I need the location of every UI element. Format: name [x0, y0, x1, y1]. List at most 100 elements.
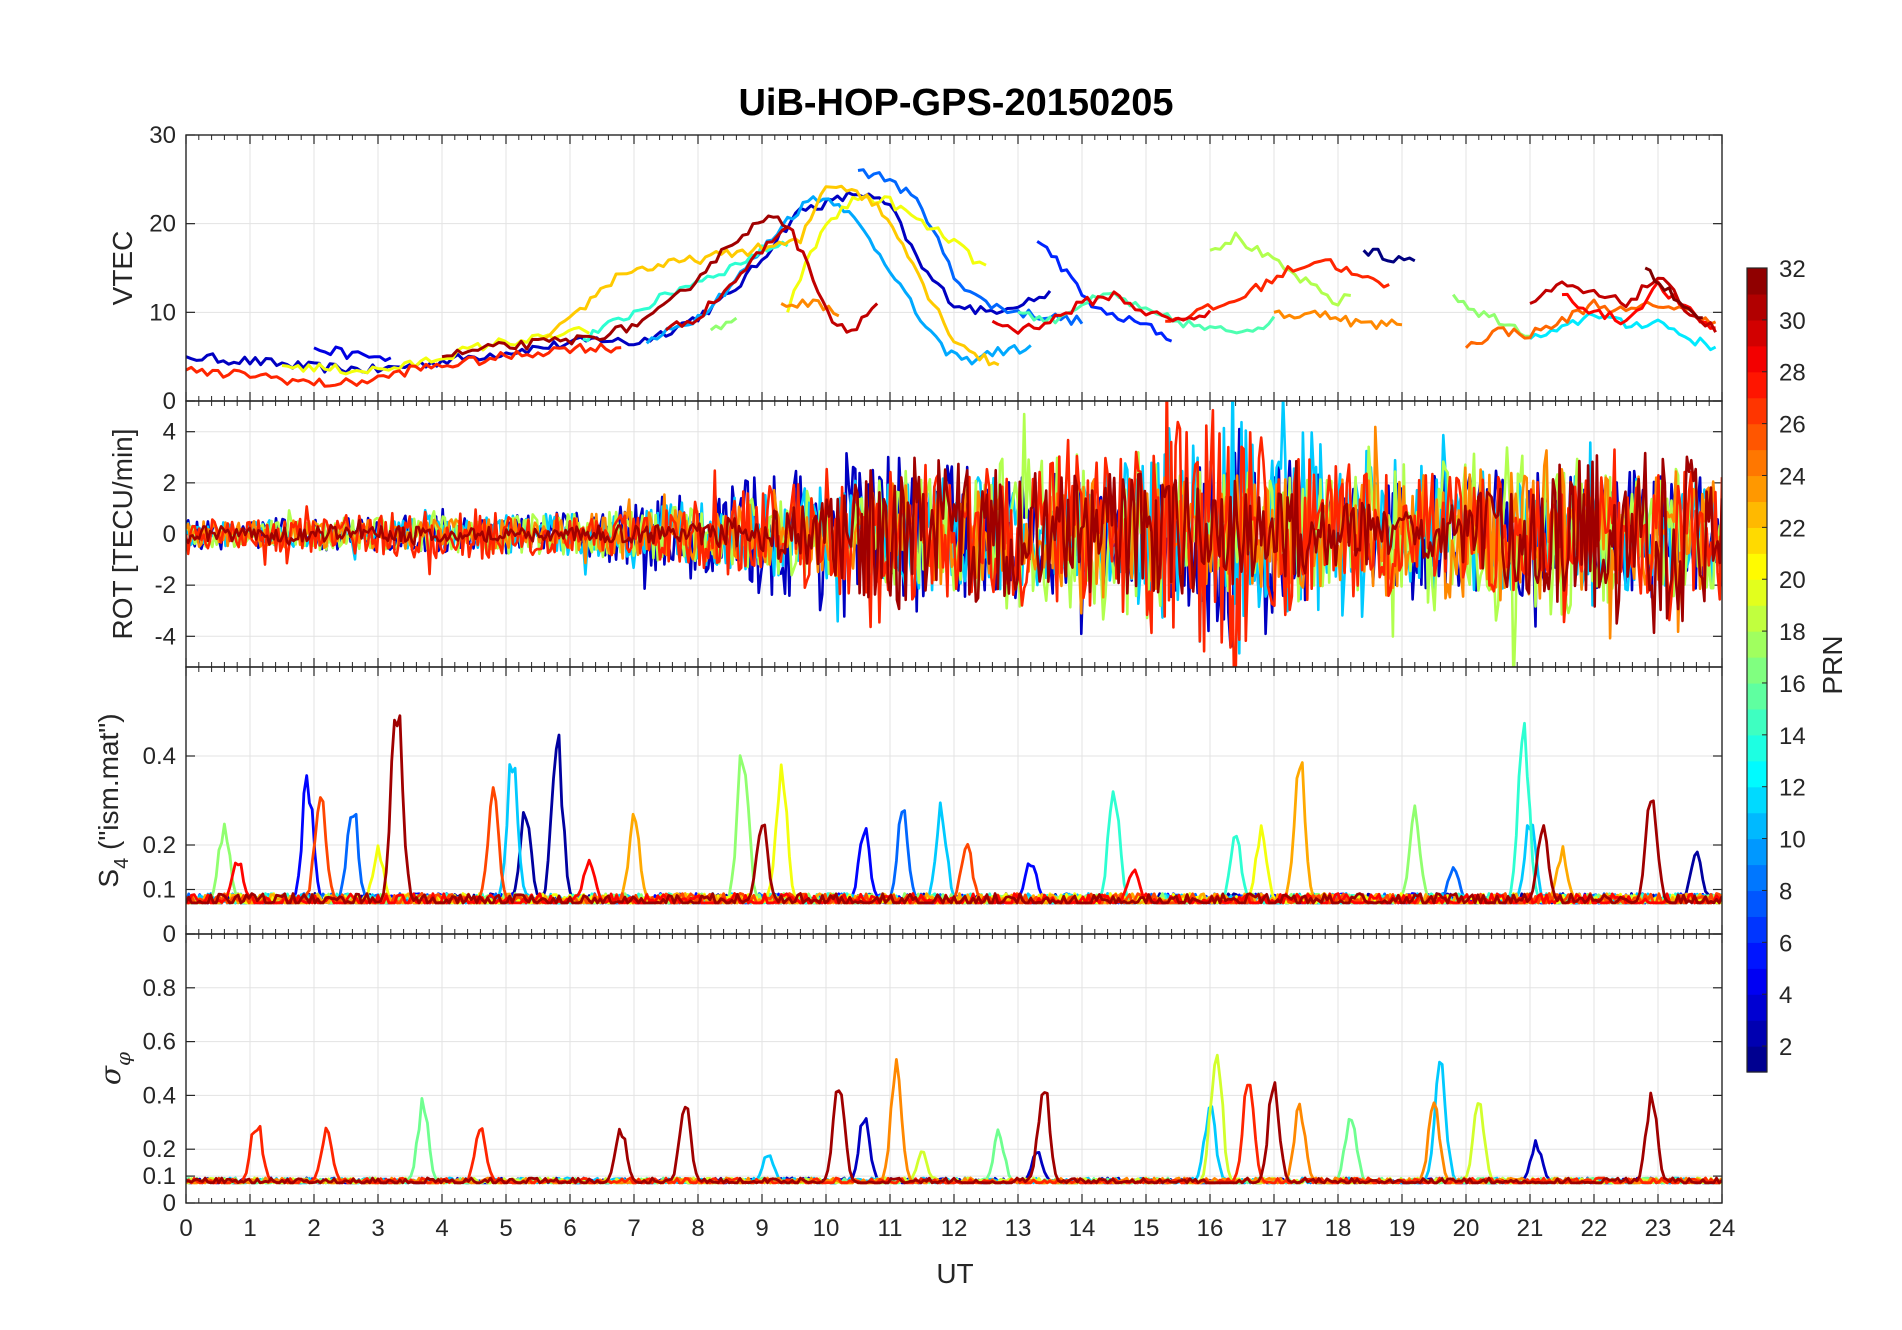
colorbar-band: [1747, 786, 1767, 814]
colorbar-band: [1747, 942, 1767, 969]
series-group: [186, 168, 1717, 388]
y-axis-label-vtec: VTEC: [107, 231, 138, 306]
colorbar-band: [1747, 293, 1767, 321]
x-tick-label: 18: [1325, 1215, 1352, 1242]
colorbar-band: [1747, 501, 1767, 528]
y-axis-label-s4: S4 ("ism.mat"): [93, 713, 133, 887]
x-tick-label: 5: [499, 1215, 512, 1242]
series-prn-1: [1362, 247, 1416, 264]
series-prn-29: [991, 290, 1212, 335]
y-tick-label: 0.4: [143, 743, 176, 770]
colorbar-band: [1747, 657, 1767, 684]
colorbar-tick-label: 32: [1779, 256, 1806, 283]
x-tick-label: 16: [1197, 1215, 1224, 1242]
series-prn-3: [186, 190, 1052, 375]
colorbar-band: [1747, 812, 1767, 840]
colorbar-band: [1747, 423, 1767, 451]
colorbar-band: [1747, 631, 1767, 658]
y-tick-label: -4: [155, 623, 176, 650]
colorbar-band: [1747, 734, 1767, 762]
colorbar-frame: [1746, 267, 1768, 1073]
colorbar-tick-label: 6: [1779, 930, 1792, 957]
colorbar-tick-label: 20: [1779, 567, 1806, 594]
x-axis: 0 1 2 3 4 5 6 7 8 9 10 11 12 13 14 15 16 17 18 19 20 21 22 23 24: [179, 1215, 1735, 1242]
colorbar-tick-label: 30: [1779, 308, 1806, 335]
y-tick-label: 10: [149, 299, 176, 326]
x-tick-label: 12: [941, 1215, 968, 1242]
colorbar-tick-label: 28: [1779, 360, 1806, 387]
colorbar-band: [1747, 916, 1767, 943]
series-prn-18: [1209, 231, 1352, 307]
y-tick-label: 0: [163, 921, 176, 948]
colorbar-tick-label: 18: [1779, 619, 1806, 646]
series-prn-17: [709, 293, 1531, 338]
colorbar-band: [1747, 838, 1767, 866]
y-tick-label: 0.2: [143, 832, 176, 859]
colorbar-band: [1747, 397, 1767, 425]
y-tick-label: -2: [155, 572, 176, 599]
colorbar-band: [1747, 553, 1767, 580]
series-prn-4: [313, 345, 392, 362]
x-tick-label: 13: [1005, 1215, 1032, 1242]
x-tick-label: 23: [1645, 1215, 1672, 1242]
series-prn-25: [1464, 298, 1717, 349]
colorbar-tick-label: 2: [1779, 1034, 1792, 1061]
y-tick-label: 4: [163, 419, 176, 446]
y-tick-label: 30: [149, 122, 176, 149]
series-group: [186, 714, 1722, 905]
colorbar-band: [1747, 1046, 1767, 1073]
colorbar-band: [1747, 345, 1767, 373]
colorbar-label: PRN: [1817, 635, 1848, 694]
colorbar-band: [1747, 475, 1767, 503]
x-tick-label: 8: [691, 1215, 704, 1242]
x-tick-label: 9: [755, 1215, 768, 1242]
y-tick-label: 0.1: [143, 877, 176, 904]
series-prn-30: [665, 225, 1717, 334]
colorbar-tick-label: 22: [1779, 515, 1806, 542]
colorbar-band: [1747, 864, 1767, 892]
series-prn-31: [186, 1081, 1722, 1185]
series-prn-27: [186, 401, 1722, 667]
colorbar-band: [1747, 1020, 1767, 1047]
series-prn-31: [186, 714, 1722, 905]
x-tick-label: 1: [243, 1215, 256, 1242]
series-prn-24: [780, 298, 1403, 330]
x-tick-label: 4: [435, 1215, 448, 1242]
series-prn-22: [543, 184, 1000, 367]
x-tick-label: 10: [813, 1215, 840, 1242]
panel-sigma-phi: 00.10.2 0.4 0.6 0.8: [143, 933, 1723, 1217]
x-tick-label: 20: [1453, 1215, 1480, 1242]
colorbar-band: [1747, 682, 1767, 710]
x-axis-label: UT: [936, 1258, 973, 1289]
y-tick-label: 0: [163, 521, 176, 548]
x-tick-label: 21: [1517, 1215, 1544, 1242]
colorbar-band: [1747, 890, 1767, 917]
series-prn-20: [281, 195, 987, 376]
colorbar-tick-label: 10: [1779, 827, 1806, 854]
series-prn-27: [186, 258, 1390, 388]
colorbar-tick-label: 16: [1779, 671, 1806, 698]
panel-rot: -4 -2 0 2 4: [155, 400, 1723, 668]
y-tick-label: 0.8: [143, 975, 176, 1002]
series-prn-31: [186, 451, 1722, 635]
colorbar-tick-label: 26: [1779, 412, 1806, 439]
series-group: [186, 401, 1722, 667]
series-prn-28: [1561, 280, 1716, 330]
y-axis-label-rot: ROT [TECU/min]: [107, 428, 138, 639]
y-axis-labels: VTEC ROT [TECU/min] S4 ("ism.mat") σφ: [93, 231, 138, 1085]
x-tick-label: 22: [1581, 1215, 1608, 1242]
x-tick-label: 14: [1069, 1215, 1096, 1242]
x-tick-label: 24: [1709, 1215, 1736, 1242]
colorbar-band: [1747, 579, 1767, 606]
x-tick-label: 11: [878, 1215, 903, 1242]
colorbar-band: [1747, 449, 1767, 477]
colorbar-tick-label: 4: [1779, 982, 1792, 1009]
series-group: [186, 1053, 1722, 1185]
chart-title: UiB-HOP-GPS-20150205: [738, 82, 1173, 124]
x-tick-label: 6: [563, 1215, 576, 1242]
colorbar-tick-label: 12: [1779, 775, 1806, 802]
y-tick-label: 0.6: [143, 1029, 176, 1056]
y-tick-label: 0.1: [143, 1163, 176, 1190]
